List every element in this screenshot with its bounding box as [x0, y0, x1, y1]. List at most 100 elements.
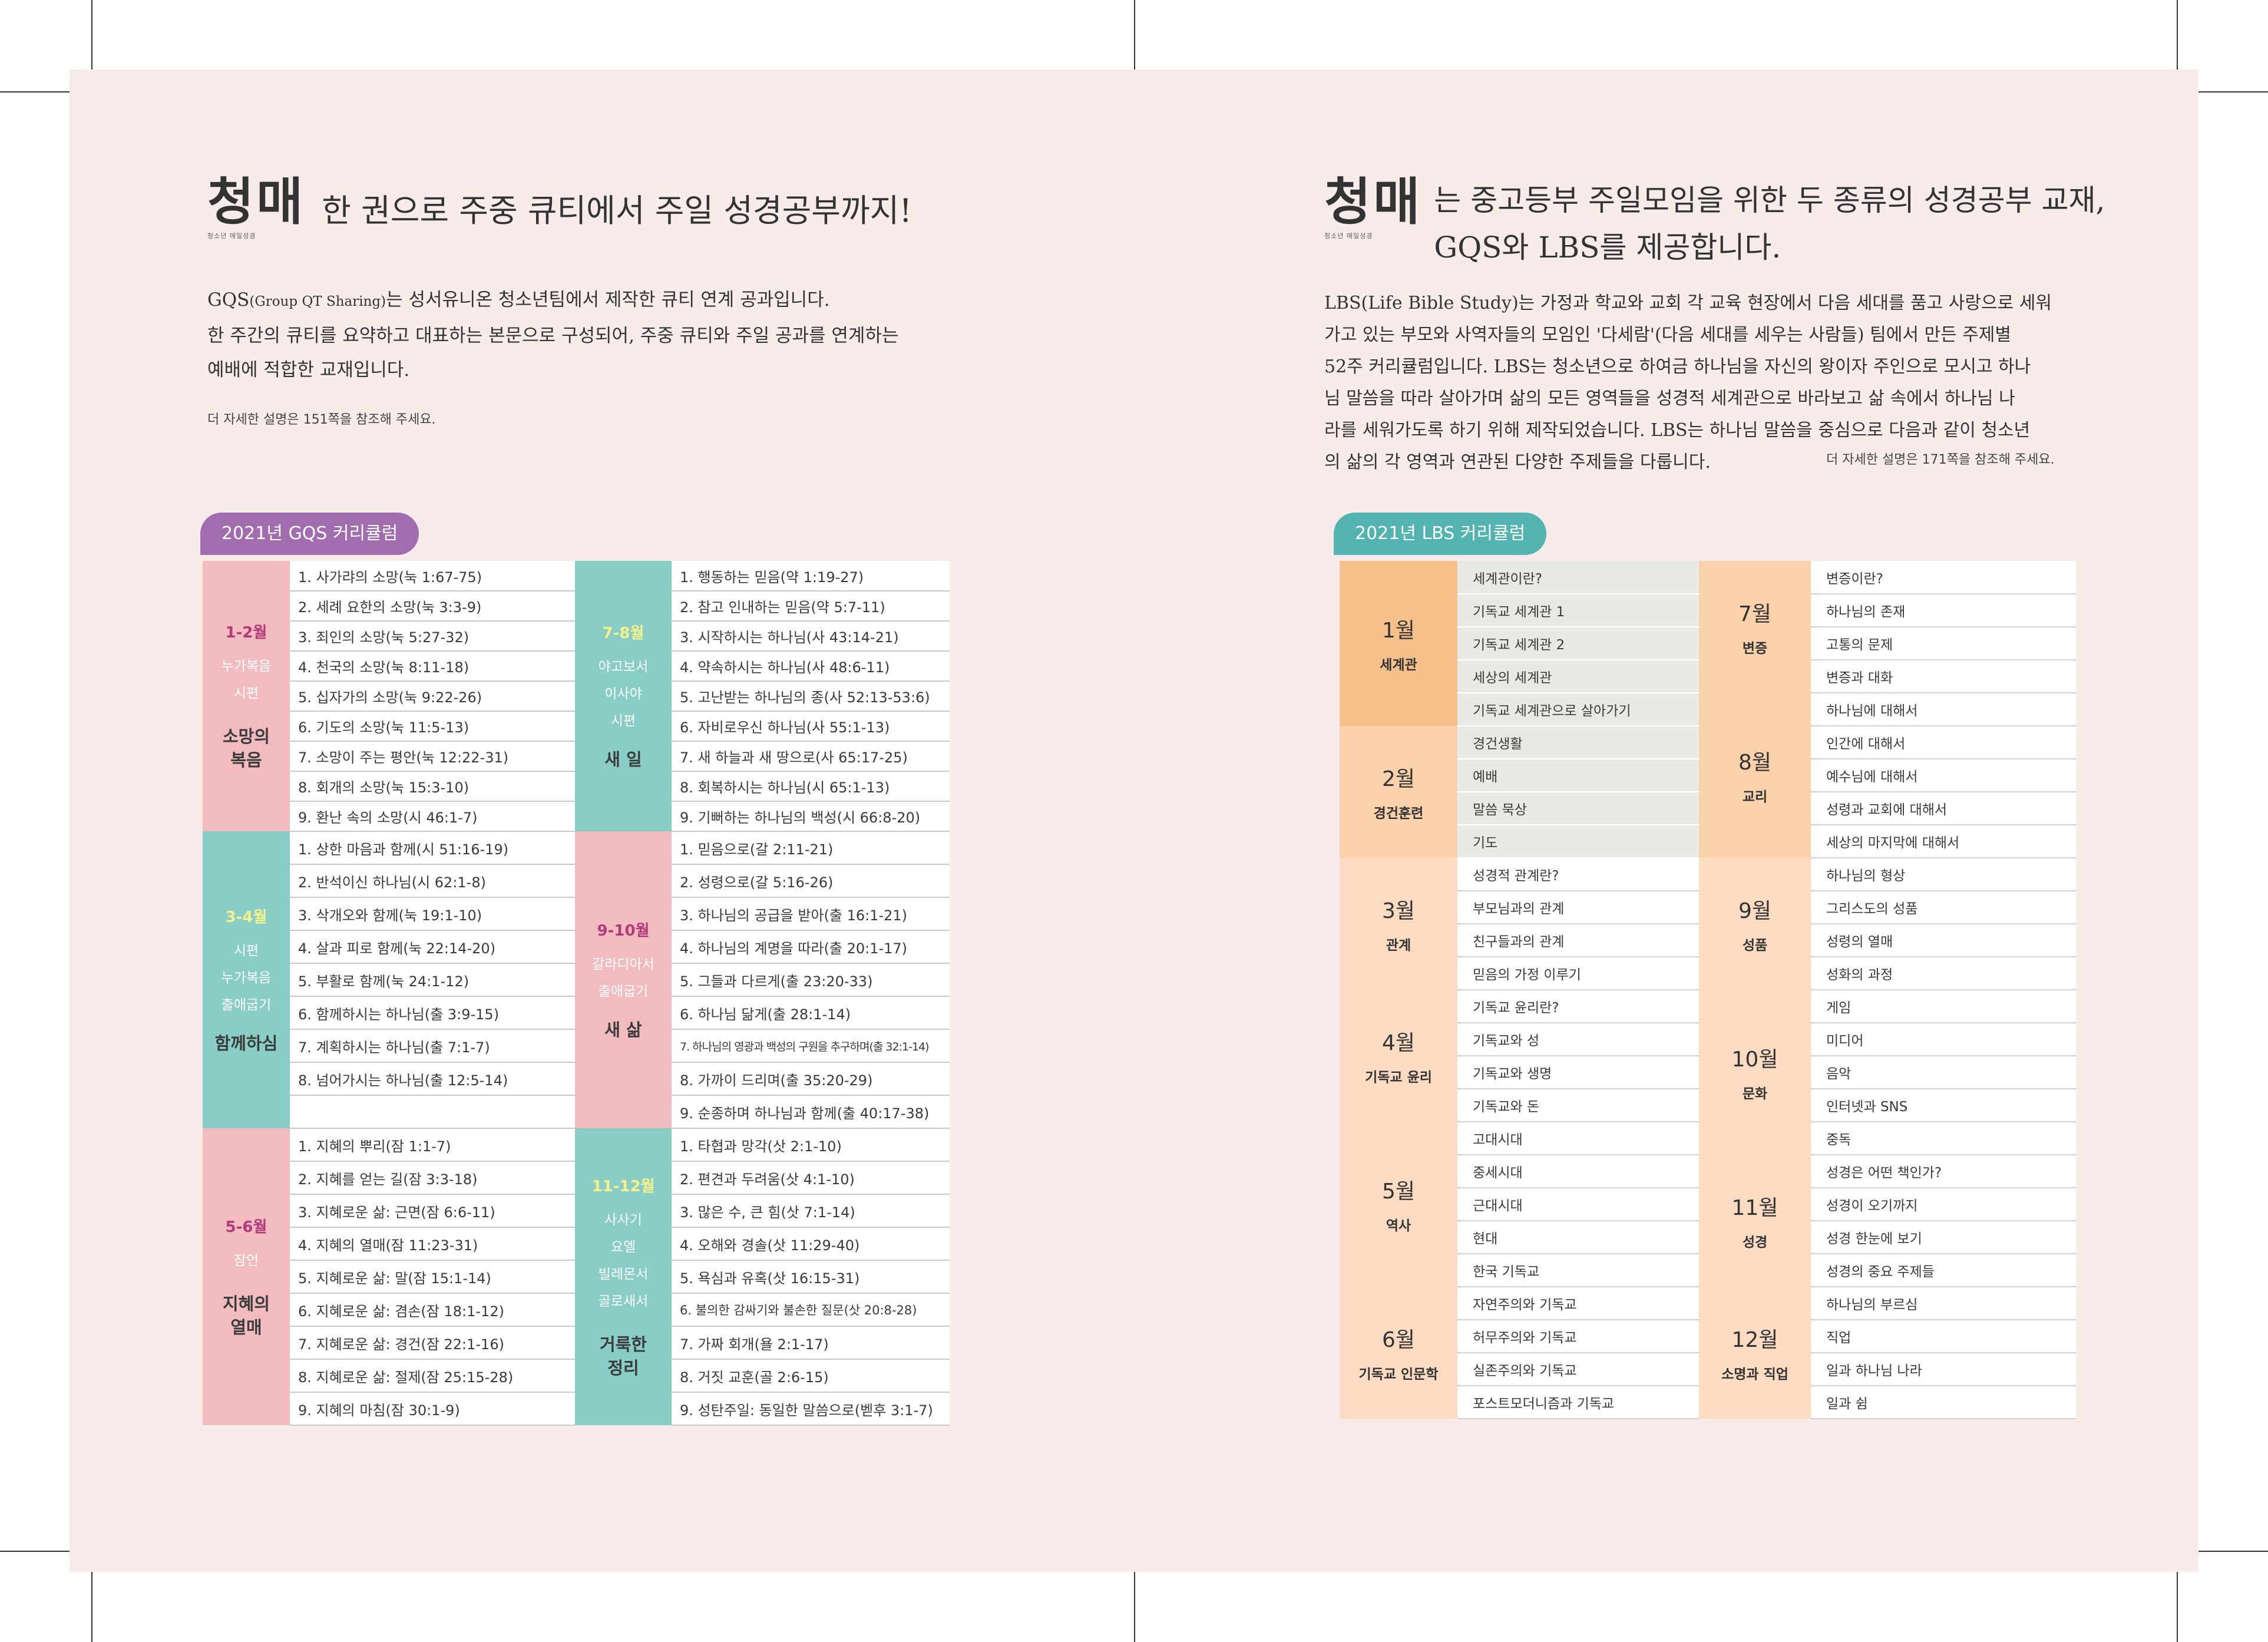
- intro-line: LBS(Life Bible Study)는 가정과 학교와 교회 각 교육 현…: [1324, 293, 2052, 313]
- gqs-item: 7. 새 하늘과 새 땅으로(사 65:17-25): [672, 741, 950, 772]
- lbs-topic: 믿음의 가정 이루기: [1457, 957, 1699, 990]
- lbs-topic: 기독교 세계관으로 살아가기: [1457, 693, 1699, 726]
- gqs-item: 9. 기뻐하는 하나님의 백성(시 66:8-20): [672, 801, 950, 832]
- lbs-topic: 중독: [1811, 1122, 2076, 1155]
- intro-line1: 는 성서유니온 청소년팀에서 제작한 큐티 연계 공과입니다.: [386, 289, 830, 310]
- lbs-topic: 직업: [1811, 1320, 2076, 1353]
- left-logo: 청매 청소년 매일성경 한 권으로 주중 큐티에서 주일 성경공부까지!: [207, 177, 912, 240]
- lbs-topic: 세계관이란?: [1457, 561, 1699, 594]
- intro-line: 가고 있는 부모와 사역자들의 모임인 '다세람'(다음 세대를 세우는 사람들…: [1324, 325, 2011, 345]
- crop-mark: [91, 1572, 92, 1642]
- lbs-topic: 고대시대: [1457, 1122, 1699, 1155]
- gqs-item: 8. 회개의 소망(눅 15:3-10): [290, 771, 575, 802]
- tagline-line1: 는 중고등부 주일모임을 위한 두 종류의 성경공부 교재,: [1434, 183, 2105, 217]
- lbs-topic: 포스트모더니즘과 기독교: [1457, 1386, 1699, 1419]
- lbs-topic: 현대: [1457, 1221, 1699, 1254]
- gqs-item: 5. 고난받는 하나님의 종(사 52:13-53:6): [672, 681, 950, 712]
- gqs-item: 2. 참고 인내하는 믿음(약 5:7-11): [672, 591, 950, 622]
- lbs-topic: 자연주의와 기독교: [1457, 1287, 1699, 1320]
- gqs-item: 7. 하나님의 영광과 백성의 구원을 추구하며(출 32:1-14): [672, 1029, 950, 1063]
- crop-mark: [91, 0, 92, 70]
- logo-mark: 청매 청소년 매일성경: [207, 177, 305, 240]
- gqs-item: 8. 회복하시는 하나님(시 65:1-13): [672, 771, 950, 802]
- lbs-topic: 기독교와 생명: [1457, 1056, 1699, 1089]
- gqs-item: 3. 시작하시는 하나님(사 43:14-21): [672, 621, 950, 652]
- lbs-month-2: 2월 경건훈련: [1340, 726, 1457, 858]
- right-logo: 청매 청소년 매일성경 는 중고등부 주일모임을 위한 두 종류의 성경공부 교…: [1324, 177, 2105, 271]
- lbs-topic: 일과 하나님 나라: [1811, 1353, 2076, 1386]
- lbs-topic: 하나님의 형상: [1811, 858, 2076, 891]
- gqs-item: 9. 순종하며 하나님과 함께(출 40:17-38): [672, 1095, 950, 1129]
- lbs-month-11: 11월 성경: [1699, 1155, 1811, 1287]
- crop-mark: [2198, 91, 2268, 92]
- gqs-item: 7. 지혜로운 삶: 경건(잠 22:1-16): [290, 1326, 575, 1360]
- lbs-topic: 부모님과의 관계: [1457, 891, 1699, 924]
- gqs-item: 6. 지혜로운 삶: 겸손(잠 18:1-12): [290, 1293, 575, 1327]
- lbs-topic: 성령과 교회에 대해서: [1811, 792, 2076, 825]
- gqs-item: 4. 살과 피로 함께(눅 22:14-20): [290, 930, 575, 964]
- gqs-item: 1. 지혜의 뿌리(잠 1:1-7): [290, 1128, 575, 1162]
- crop-mark: [0, 1551, 70, 1552]
- intro-line3: 예배에 적합한 교재입니다.: [207, 359, 410, 381]
- gqs-month-5-6: 5-6월 잠언 지혜의 열매: [203, 1128, 290, 1425]
- lbs-topic: 허무주의와 기독교: [1457, 1320, 1699, 1353]
- gqs-item: 9. 성탄주일: 동일한 말씀으로(벧후 3:1-7): [672, 1392, 950, 1426]
- gqs-item: 7. 계획하시는 하나님(출 7:1-7): [290, 1029, 575, 1063]
- crop-mark: [2177, 0, 2178, 70]
- gqs-item: 4. 오해와 경솔(삿 11:29-40): [672, 1227, 950, 1261]
- lbs-table: 1월 세계관 세계관이란? 7월 변증 변증이란? 기독교 세계관 1 하나님의 존재…: [1340, 561, 2076, 1419]
- lbs-topic: 기독교 윤리란?: [1457, 990, 1699, 1023]
- gqs-table: 1-2월 누가복음 시편 소망의 복음 1. 사가랴의 소망(눅 1:67-75…: [203, 561, 950, 1426]
- lbs-topic: 기도: [1457, 825, 1699, 858]
- lbs-topic: 기독교와 성: [1457, 1023, 1699, 1056]
- gqs-item: 3. 삭개오와 함께(눅 19:1-10): [290, 897, 575, 931]
- lbs-topic: 성경 한눈에 보기: [1811, 1221, 2076, 1254]
- lbs-topic: 기독교 세계관 1: [1457, 594, 1699, 627]
- gqs-item: 8. 지혜로운 삶: 절제(잠 25:15-28): [290, 1359, 575, 1393]
- gqs-item: [290, 1095, 575, 1129]
- crop-mark: [2198, 1551, 2268, 1552]
- lbs-topic: 기독교 세계관 2: [1457, 627, 1699, 660]
- gqs-item: 3. 하나님의 공급을 받아(출 16:1-21): [672, 897, 950, 931]
- lbs-topic: 예배: [1457, 759, 1699, 792]
- lbs-month-4: 4월 기독교 윤리: [1340, 990, 1457, 1122]
- lbs-month-8: 8월 교리: [1699, 693, 1811, 858]
- gqs-item: 1. 사가랴의 소망(눅 1:67-75): [290, 561, 575, 592]
- gqs-item: 6. 기도의 소망(눅 11:5-13): [290, 711, 575, 742]
- gqs-item: 4. 천국의 소망(눅 8:11-18): [290, 651, 575, 682]
- crop-mark: [1134, 1572, 1135, 1642]
- lbs-topic: 성령의 열매: [1811, 924, 2076, 957]
- lbs-month-9: 9월 성품: [1699, 858, 1811, 990]
- lbs-topic: 친구들과의 관계: [1457, 924, 1699, 957]
- intro-line2: 한 주간의 큐티를 요약하고 대표하는 본문으로 구성되어, 주중 큐티와 주일…: [207, 325, 899, 346]
- crop-mark: [0, 91, 70, 92]
- lbs-topic: 성경이 오기까지: [1811, 1188, 2076, 1221]
- gqs-item: 5. 부활로 함께(눅 24:1-12): [290, 963, 575, 997]
- gqs-item: 5. 십자가의 소망(눅 9:22-26): [290, 681, 575, 712]
- gqs-item: 4. 약속하시는 하나님(사 48:6-11): [672, 651, 950, 682]
- lbs-topic: 성경의 중요 주제들: [1811, 1254, 2076, 1287]
- gqs-month-3-4: 3-4월 시편 누가복음 출애굽기 함께하심: [203, 831, 290, 1128]
- lbs-topic: 중세시대: [1457, 1155, 1699, 1188]
- gqs-item: 3. 죄인의 소망(눅 5:27-32): [290, 621, 575, 652]
- tagline-line2: GQS와 LBS를 제공합니다.: [1434, 230, 1781, 265]
- gqs-month-1-2: 1-2월 누가복음 시편 소망의 복음: [203, 561, 290, 831]
- intro-gqs: GQS: [207, 289, 250, 310]
- lbs-topic: 미디어: [1811, 1023, 2076, 1056]
- gqs-item: 2. 성령으로(갈 5:16-26): [672, 864, 950, 898]
- gqs-item: 8. 넘어가시는 하나님(출 12:5-14): [290, 1062, 575, 1096]
- lbs-topic: 그리스도의 성품: [1811, 891, 2076, 924]
- lbs-month-3: 3월 관계: [1340, 858, 1457, 990]
- gqs-month-7-8: 7-8월 야고보서 이사야 시편 새 일: [575, 561, 672, 831]
- lbs-month-5: 5월 역사: [1340, 1122, 1457, 1287]
- intro-line: 라를 세워가도록 하기 위해 제작되었습니다. LBS는 하나님 말씀을 중심으…: [1324, 420, 2031, 441]
- lbs-topic: 세상의 마지막에 대해서: [1811, 825, 2076, 858]
- lbs-topic: 하나님에 대해서: [1811, 693, 2076, 726]
- gqs-month-9-10: 9-10월 갈라디아서 출애굽기 새 삶: [575, 831, 672, 1128]
- gqs-item: 6. 불의한 감싸기와 불손한 질문(삿 20:8-28): [672, 1293, 950, 1327]
- logo-text: 청매: [207, 173, 306, 232]
- intro-line: 52주 커리큘럼입니다. LBS는 청소년으로 하여금 하나님을 자신의 왕이자…: [1324, 356, 2031, 377]
- lbs-topic: 예수님에 대해서: [1811, 759, 2076, 792]
- gqs-item: 6. 하나님 닮게(출 28:1-14): [672, 996, 950, 1030]
- lbs-topic: 성화의 과정: [1811, 957, 2076, 990]
